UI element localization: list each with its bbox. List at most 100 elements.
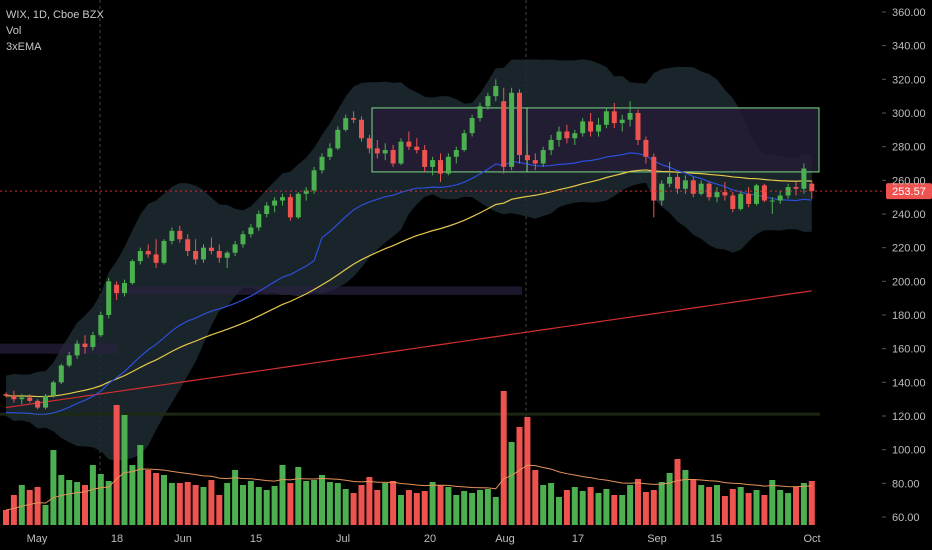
volume-bar xyxy=(721,496,728,525)
volume-bar xyxy=(303,481,310,525)
candle-body xyxy=(706,183,712,198)
volume-bar xyxy=(82,485,88,525)
volume-bar xyxy=(26,490,33,525)
volume-bar xyxy=(737,487,744,525)
time-tick-label: Jul xyxy=(336,533,350,545)
candle-body xyxy=(224,252,230,258)
candle-body xyxy=(603,111,609,125)
time-tick-label: 15 xyxy=(250,533,262,545)
candle-body xyxy=(777,195,783,201)
volume-bar xyxy=(508,442,515,525)
candle-body xyxy=(501,101,507,167)
price-tick-label: 220.00 xyxy=(892,243,926,255)
volume-bar xyxy=(635,479,641,525)
price-tick-label: 200.00 xyxy=(892,276,926,288)
candle-body xyxy=(82,343,88,347)
candle-body xyxy=(477,106,483,119)
candle-body xyxy=(769,200,775,202)
volume-bar xyxy=(121,415,128,525)
ema-long-line xyxy=(5,290,812,409)
time-axis[interactable]: May 18 Jun 15 Jul 20 Aug 17 Sep 15 Oct xyxy=(27,533,821,545)
candle-body xyxy=(232,244,238,253)
candle-body xyxy=(343,118,349,130)
candle-body xyxy=(754,185,759,204)
candle-body xyxy=(627,113,633,120)
price-tick-label: 180.00 xyxy=(892,310,926,322)
candle-body xyxy=(272,200,278,206)
volume-bar xyxy=(176,483,183,525)
candle-body xyxy=(461,133,467,151)
volume-bar xyxy=(97,474,104,525)
supply-zone xyxy=(0,343,118,354)
candle-body xyxy=(801,168,807,189)
time-tick-label: 15 xyxy=(710,533,722,545)
price-axis[interactable]: 60.00 80.00 100.00 120.00 140.00 160.00 180.00… xyxy=(882,7,926,524)
candle-body xyxy=(643,139,649,157)
candle-body xyxy=(27,397,33,401)
candle-body xyxy=(445,156,451,174)
volume-bar xyxy=(587,487,594,525)
volume-bar xyxy=(224,483,231,525)
ema-mid-line xyxy=(5,152,812,415)
candle-body xyxy=(398,141,404,164)
ema-indicator-label[interactable]: 3xEMA xyxy=(6,41,42,53)
volume-bar xyxy=(563,490,570,525)
volume-indicator-label[interactable]: Vol xyxy=(6,25,22,37)
volume-bar xyxy=(161,475,167,525)
volume-bar xyxy=(461,491,468,525)
volume-bar xyxy=(366,477,373,525)
volume-bar xyxy=(627,485,634,525)
candle-body xyxy=(524,155,530,161)
candle-body xyxy=(588,121,594,132)
last-price-tag xyxy=(886,183,932,200)
volume-bar xyxy=(706,487,713,525)
candlestick-series xyxy=(3,79,815,410)
candle-body xyxy=(114,284,120,294)
volume-bar xyxy=(145,470,152,525)
volume-bar xyxy=(350,493,357,525)
candle-body xyxy=(730,195,736,209)
candle-body xyxy=(145,251,151,255)
volume-bar xyxy=(255,487,262,525)
volume-bar xyxy=(674,459,681,525)
time-tick-label: 20 xyxy=(424,533,436,545)
volume-bar xyxy=(595,493,602,525)
candle-body xyxy=(430,160,436,167)
volume-bar xyxy=(413,493,420,525)
volume-bar xyxy=(240,485,246,525)
candle-body xyxy=(177,230,183,240)
price-tick-label: 280.00 xyxy=(892,142,926,154)
symbol-title[interactable]: WIX, 1D, Cboe BZX xyxy=(6,9,104,21)
candle-body xyxy=(722,192,728,196)
volume-bar xyxy=(105,481,112,525)
candle-body xyxy=(264,205,270,214)
volume-bar xyxy=(374,490,381,525)
volume-bar xyxy=(271,486,278,525)
volume-bar xyxy=(279,465,286,525)
candle-body xyxy=(675,176,680,189)
time-tick-label: Aug xyxy=(495,533,515,545)
price-tick-label: 80.00 xyxy=(892,478,920,490)
volume-bar xyxy=(66,480,73,525)
candle-body xyxy=(548,139,554,151)
candle-body xyxy=(374,148,380,154)
candle-body xyxy=(3,394,9,396)
volume-bar xyxy=(184,482,191,525)
volume-bar xyxy=(603,489,610,525)
candle-body xyxy=(19,397,25,400)
candle-body xyxy=(359,119,364,139)
volume-bar xyxy=(216,495,223,525)
price-tick-label: 120.00 xyxy=(892,411,926,423)
volume-bar xyxy=(192,485,199,525)
volume-bar xyxy=(619,495,626,525)
candle-body xyxy=(193,251,199,260)
volume-bar xyxy=(785,493,792,525)
volume-bar xyxy=(398,495,404,525)
volume-bar xyxy=(714,485,720,525)
volume-bar xyxy=(579,491,586,525)
volume-bar xyxy=(524,417,531,525)
candle-body xyxy=(635,113,641,140)
candle-body xyxy=(161,240,167,263)
candle-body xyxy=(295,193,301,218)
